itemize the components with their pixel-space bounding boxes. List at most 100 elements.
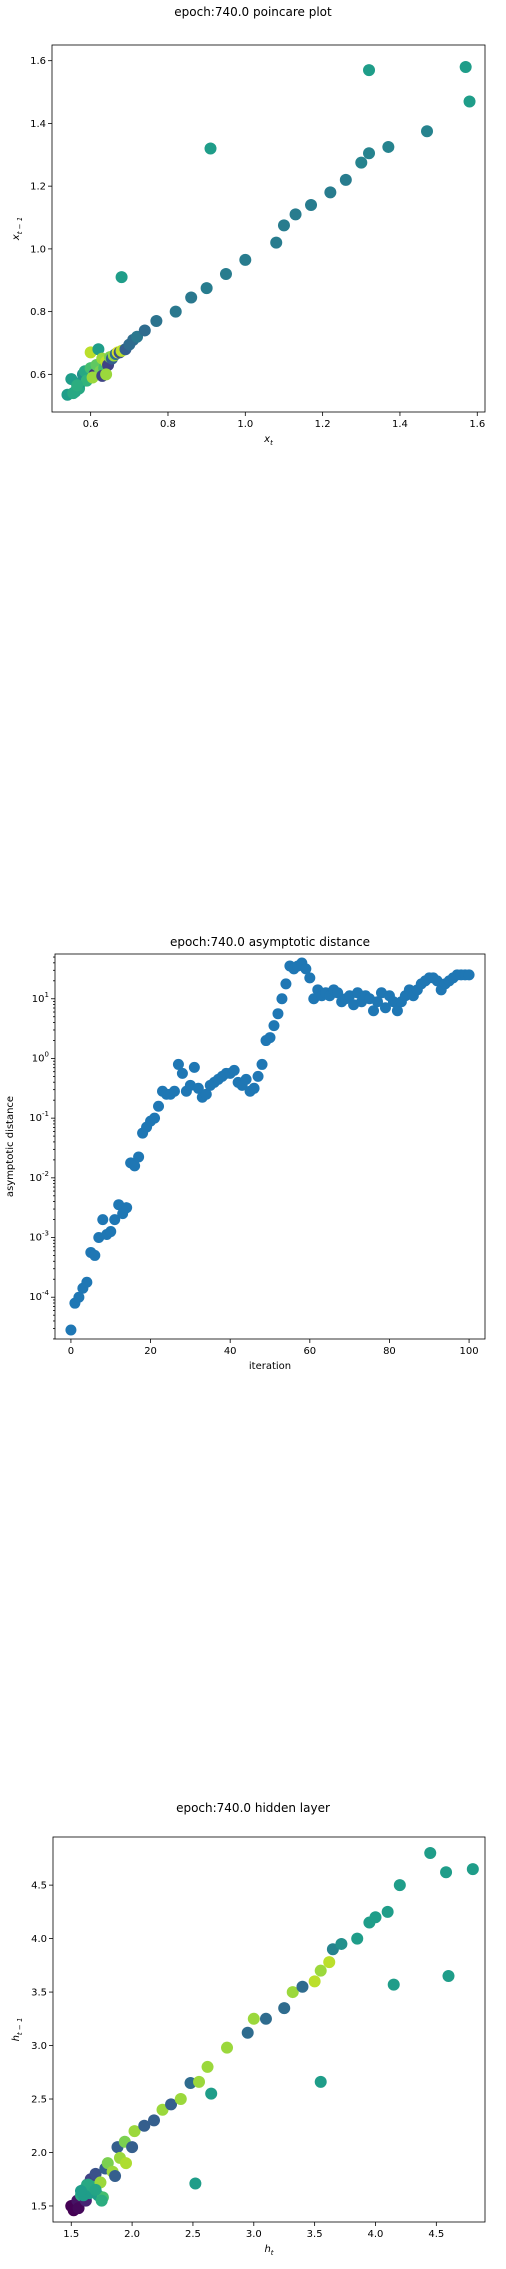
y-axis-label: asymptotic distance bbox=[5, 1096, 16, 1197]
data-point bbox=[239, 253, 252, 266]
y-tick-label: 2.5 bbox=[31, 2095, 47, 2106]
data-point bbox=[308, 1975, 321, 1988]
x-tick-label: 2.0 bbox=[124, 2229, 140, 2240]
data-point bbox=[89, 2183, 102, 2196]
y-tick-label: 0.8 bbox=[30, 307, 46, 318]
data-point bbox=[379, 1002, 391, 1014]
y-tick-label: 1.4 bbox=[30, 119, 46, 130]
data-point bbox=[332, 987, 344, 999]
y-tick-base: 10 bbox=[29, 1113, 42, 1124]
x-tick-label: 20 bbox=[144, 1346, 157, 1357]
data-point bbox=[314, 2075, 327, 2088]
data-point bbox=[466, 1863, 479, 1876]
y-tick-label: 3.5 bbox=[31, 1988, 47, 1999]
data-point bbox=[305, 198, 318, 211]
y-tick-label: 10-2 bbox=[29, 1170, 49, 1184]
data-point bbox=[97, 1214, 109, 1226]
y-tick-exponent: -2 bbox=[42, 1170, 49, 1178]
data-point bbox=[324, 186, 337, 199]
data-point bbox=[169, 305, 182, 318]
data-point bbox=[120, 2157, 133, 2170]
x-tick-label: 3.0 bbox=[246, 2229, 262, 2240]
y-tick-label: 4.0 bbox=[31, 1934, 47, 1945]
hidden-layer-chart: epoch:740.0 hidden layer 1.5 2.0 2.5 3.0 3.5 4… bbox=[11, 1801, 486, 2257]
x-axis-label: xt bbox=[263, 434, 273, 447]
y-tick-exponent: -3 bbox=[42, 1230, 49, 1238]
data-point bbox=[323, 1956, 336, 1969]
chart-title: epoch:740.0 asymptotic distance bbox=[170, 935, 370, 949]
data-point bbox=[463, 95, 476, 108]
y-tick-base: 10 bbox=[32, 1053, 45, 1064]
y-tick-label: 1.0 bbox=[30, 244, 46, 255]
data-point bbox=[221, 2041, 234, 2054]
data-point bbox=[296, 1980, 309, 1993]
data-point bbox=[129, 1160, 141, 1172]
y-axis-label: xt − 1 bbox=[11, 217, 24, 241]
x-axis-label-group: ht bbox=[264, 2244, 273, 2257]
y-axis-label: ht − 1 bbox=[11, 2018, 24, 2042]
data-point bbox=[369, 1911, 382, 1924]
y-axis-label-main: h bbox=[11, 2035, 22, 2041]
x-tick-label: 1.2 bbox=[315, 419, 331, 430]
y-tick-base: 10 bbox=[29, 1292, 42, 1303]
data-point bbox=[176, 1067, 188, 1079]
data-point bbox=[138, 324, 151, 337]
data-point bbox=[381, 1905, 394, 1918]
y-tick-label: 2.0 bbox=[31, 2148, 47, 2159]
y-tick-exponent: -1 bbox=[42, 1110, 49, 1118]
data-point bbox=[393, 1879, 406, 1892]
data-point bbox=[188, 1061, 200, 1073]
data-point bbox=[351, 1932, 364, 1945]
y-tick-label: 10-4 bbox=[29, 1289, 49, 1303]
data-point bbox=[193, 2075, 206, 2088]
y-tick-label: 1.5 bbox=[31, 2201, 47, 2212]
x-tick-label: 4.5 bbox=[428, 2229, 444, 2240]
data-point bbox=[165, 2098, 178, 2111]
x-tick-label: 0.8 bbox=[160, 419, 176, 430]
data-point bbox=[259, 2012, 272, 2025]
plot-frame bbox=[54, 953, 486, 1340]
data-point bbox=[252, 1070, 264, 1082]
data-point bbox=[463, 969, 475, 981]
data-point bbox=[277, 219, 290, 232]
y-tick-label: 101 bbox=[32, 991, 49, 1005]
data-point bbox=[363, 147, 376, 160]
y-tick-exponent: 1 bbox=[45, 991, 49, 999]
y-axis-label-subscript: t − 1 bbox=[16, 217, 24, 235]
data-point bbox=[109, 1214, 121, 1226]
x-axis-label-main: x bbox=[263, 434, 270, 445]
data-point bbox=[300, 963, 312, 975]
data-point bbox=[168, 1085, 180, 1097]
data-point bbox=[150, 315, 163, 328]
x-tick-label: 1.6 bbox=[469, 419, 485, 430]
x-tick-label: 0 bbox=[68, 1346, 74, 1357]
data-point bbox=[86, 371, 99, 384]
data-point bbox=[138, 2119, 151, 2132]
y-tick-base: 10 bbox=[32, 994, 45, 1005]
x-axis-label-subscript: t bbox=[270, 439, 273, 447]
chart-title: epoch:740.0 poincare plot bbox=[174, 5, 332, 19]
data-point bbox=[421, 125, 434, 138]
data-point bbox=[440, 1866, 453, 1879]
x-tick-label: 100 bbox=[460, 1346, 479, 1357]
data-point bbox=[264, 1032, 276, 1044]
chart-title: epoch:740.0 hidden layer bbox=[176, 1801, 330, 1815]
y-tick-base: 10 bbox=[29, 1173, 42, 1184]
data-point bbox=[368, 1005, 380, 1017]
poincare-chart: epoch:740.0 poincare plot 0.6 0.8 1.0 1.2 1.4… bbox=[11, 5, 486, 447]
data-point bbox=[372, 996, 383, 1008]
data-point bbox=[100, 368, 113, 381]
y-tick-label: 0.6 bbox=[30, 370, 46, 381]
x-tick-label: 60 bbox=[303, 1346, 316, 1357]
x-tick-label: 0.6 bbox=[83, 419, 99, 430]
data-point bbox=[442, 1970, 455, 1983]
x-axis-label: ht bbox=[264, 2244, 273, 2257]
data-point bbox=[92, 343, 105, 356]
data-point bbox=[128, 2125, 141, 2138]
data-point bbox=[270, 236, 283, 249]
x-tick-label: 3.5 bbox=[307, 2229, 323, 2240]
x-tick-label: 40 bbox=[224, 1346, 237, 1357]
data-point bbox=[200, 1088, 212, 1100]
y-axis-label-group: ht − 1 bbox=[11, 2018, 24, 2042]
data-point bbox=[391, 1005, 403, 1017]
